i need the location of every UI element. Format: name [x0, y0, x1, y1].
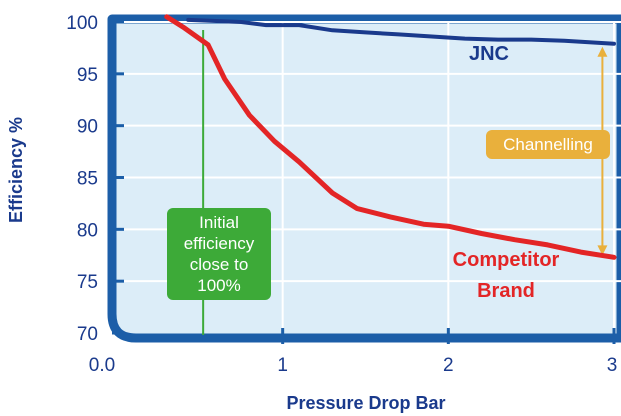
- x-tick-label-3: 3: [607, 355, 618, 376]
- y-tick-label-0: 70: [77, 324, 98, 345]
- series-label-competitor-brand: Brand: [477, 280, 535, 302]
- x-tick-label-0: 0.0: [89, 355, 115, 376]
- series-label-competitor: Competitor: [453, 249, 560, 271]
- initial-callout-line-2: efficiency: [167, 233, 271, 254]
- y-tick-label-2: 80: [77, 220, 98, 241]
- x-axis-title: Pressure Drop Bar: [286, 393, 445, 413]
- y-tick-label-5: 95: [77, 65, 98, 86]
- initial-efficiency-callout: Initial efficiency close to 100%: [167, 208, 271, 300]
- y-tick-label-6: 100: [66, 13, 98, 34]
- y-tick-label-1: 75: [77, 272, 98, 293]
- x-tick-label-2: 2: [443, 355, 454, 376]
- initial-callout-line-1: Initial: [167, 212, 271, 233]
- series-label-jnc: JNC: [469, 43, 509, 65]
- initial-callout-line-3: close to: [167, 254, 271, 275]
- channelling-callout: Channelling: [486, 130, 610, 159]
- x-tick-label-1: 1: [277, 355, 288, 376]
- y-tick-label-4: 90: [77, 117, 98, 138]
- initial-callout-line-4: 100%: [167, 275, 271, 296]
- y-axis-title: Efficiency %: [6, 117, 26, 223]
- y-tick-label-3: 85: [77, 169, 98, 190]
